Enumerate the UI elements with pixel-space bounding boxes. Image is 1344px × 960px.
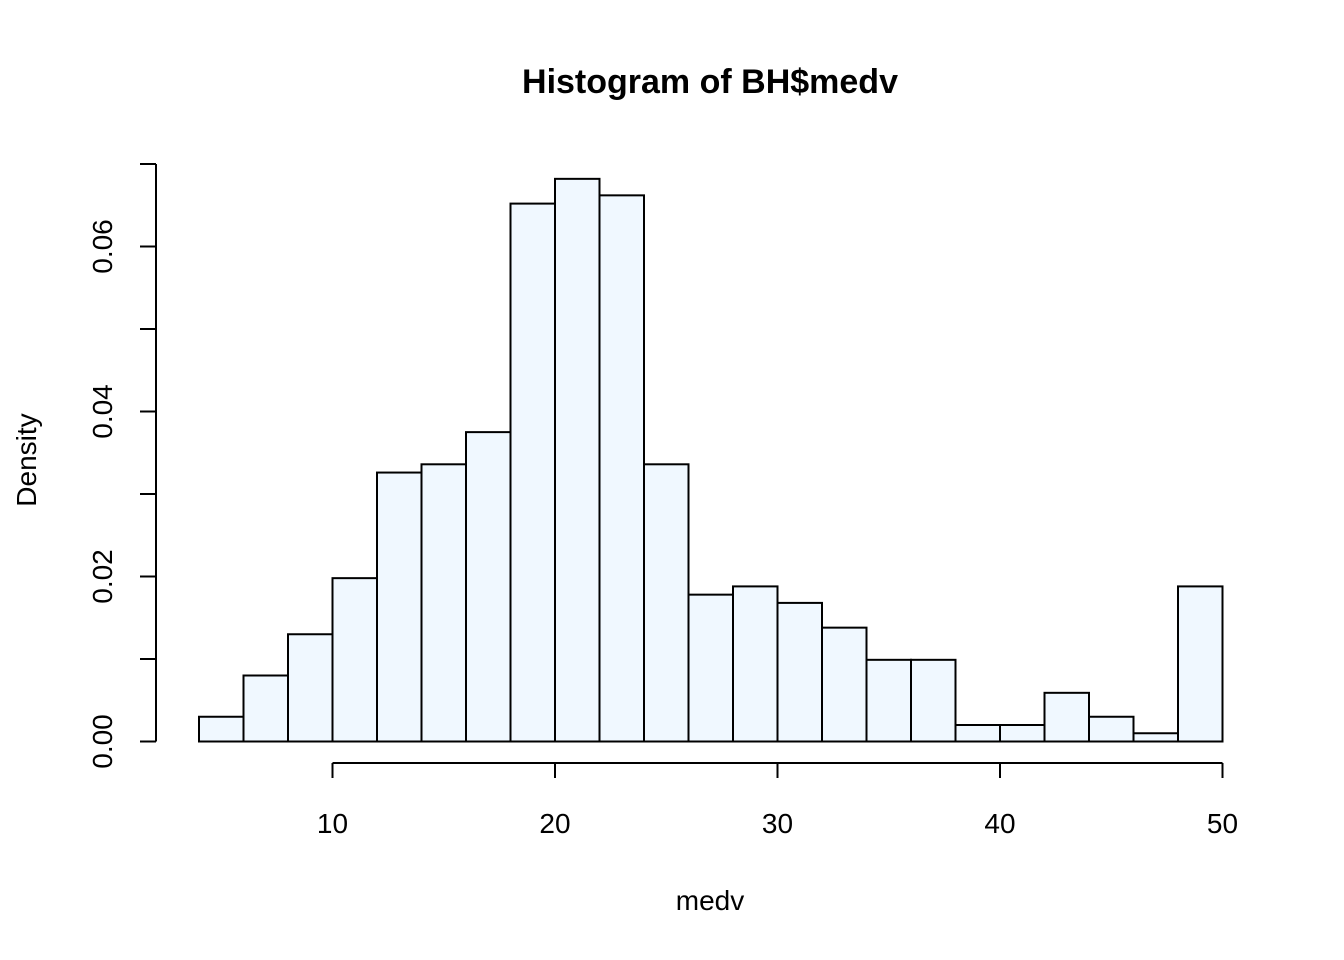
- x-tick-label: 20: [539, 808, 570, 839]
- y-tick-label: 0.06: [87, 219, 118, 274]
- histogram-bar: [420, 463, 467, 743]
- histogram-bar: [910, 658, 957, 743]
- chart-title: Histogram of BH$medv: [522, 63, 898, 101]
- histogram-bar: [1177, 585, 1224, 743]
- x-tick-label: 40: [984, 808, 1015, 839]
- x-tick-label: 10: [317, 808, 348, 839]
- histogram-bar: [598, 194, 645, 743]
- histogram-bar: [954, 724, 1001, 743]
- x-axis: 10 20 30 40 50: [317, 762, 1238, 839]
- histogram-bar: [999, 724, 1046, 743]
- histogram-bar: [198, 715, 245, 743]
- histogram-bar: [1088, 715, 1135, 743]
- x-tick-label: 30: [762, 808, 793, 839]
- x-tick-label: 50: [1207, 808, 1238, 839]
- histogram-bar: [287, 633, 334, 743]
- histogram-bar: [1043, 691, 1090, 743]
- histogram-bar: [687, 593, 734, 743]
- histogram-bar: [376, 471, 423, 743]
- histogram-bar: [732, 585, 779, 743]
- y-axis-label: Density: [11, 413, 42, 506]
- histogram-bar: [242, 674, 289, 743]
- histogram-bar: [865, 658, 912, 743]
- bars-group: [198, 177, 1224, 743]
- histogram-bar: [554, 177, 601, 743]
- y-tick-label: 0.02: [87, 549, 118, 604]
- y-tick-label: 0.04: [87, 384, 118, 439]
- histogram-bar: [821, 626, 868, 743]
- histogram-bar: [643, 463, 690, 743]
- histogram-bar: [509, 202, 556, 743]
- histogram-bar: [331, 577, 378, 743]
- histogram-bar: [1132, 732, 1179, 743]
- histogram-bar: [776, 601, 823, 743]
- y-axis: 0.00 0.02 0.04 0.06: [87, 163, 157, 769]
- histogram-bar: [465, 431, 512, 743]
- y-tick-label: 0.00: [87, 714, 118, 769]
- x-axis-label: medv: [676, 885, 744, 916]
